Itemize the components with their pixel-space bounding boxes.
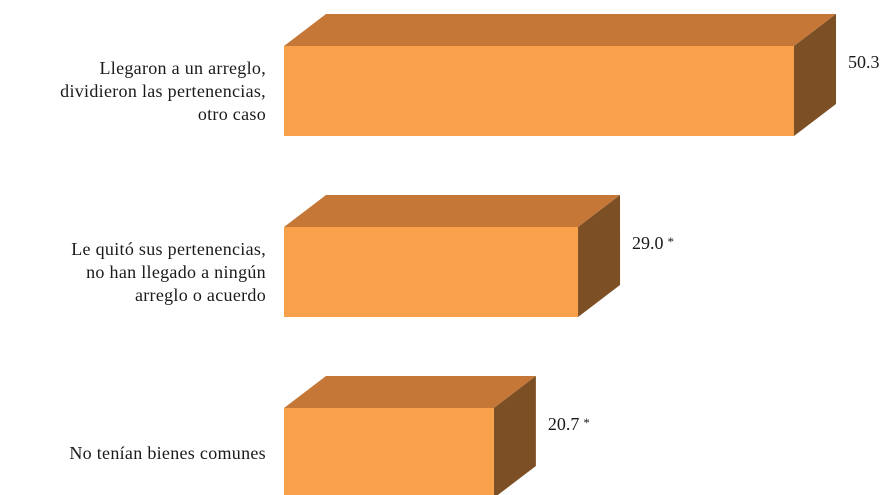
bar-top-face xyxy=(284,376,536,408)
bar-side-face xyxy=(794,14,836,136)
category-label-line: otro caso xyxy=(198,104,266,124)
category-label-line: no han llegado a ningún xyxy=(86,262,266,282)
category-label-line: Le quitó sus pertenencias, xyxy=(71,239,266,259)
category-label-line: Llegaron a un arreglo, xyxy=(99,58,266,78)
bar-top-face xyxy=(284,195,621,227)
bar xyxy=(284,227,579,317)
bar-side-face xyxy=(578,195,621,317)
bar-top-face xyxy=(284,14,836,46)
bar-side-face xyxy=(493,376,536,495)
significance-mark: * xyxy=(583,415,590,430)
value-label: 29.0 * xyxy=(632,233,674,253)
category-label-line: dividieron las pertenencias, xyxy=(60,81,266,101)
bar xyxy=(284,408,494,495)
category-label: No tenían bienes comunes xyxy=(69,443,266,463)
value-label-number: 29.0 xyxy=(632,233,664,253)
category-label-line: arreglo o acuerdo xyxy=(135,285,266,305)
category-label: Le quitó sus pertenencias, no han llegado… xyxy=(71,239,266,305)
value-label-number: 20.7 xyxy=(548,414,580,434)
value-label: 20.7 * xyxy=(548,414,590,434)
category-label-line: No tenían bienes comunes xyxy=(69,443,266,463)
bar xyxy=(284,46,794,136)
category-label: Llegaron a un arreglo, dividieron las per… xyxy=(60,58,266,124)
value-label: 50.3 xyxy=(848,52,880,72)
value-label-number: 50.3 xyxy=(848,52,880,72)
significance-mark: * xyxy=(668,234,675,249)
